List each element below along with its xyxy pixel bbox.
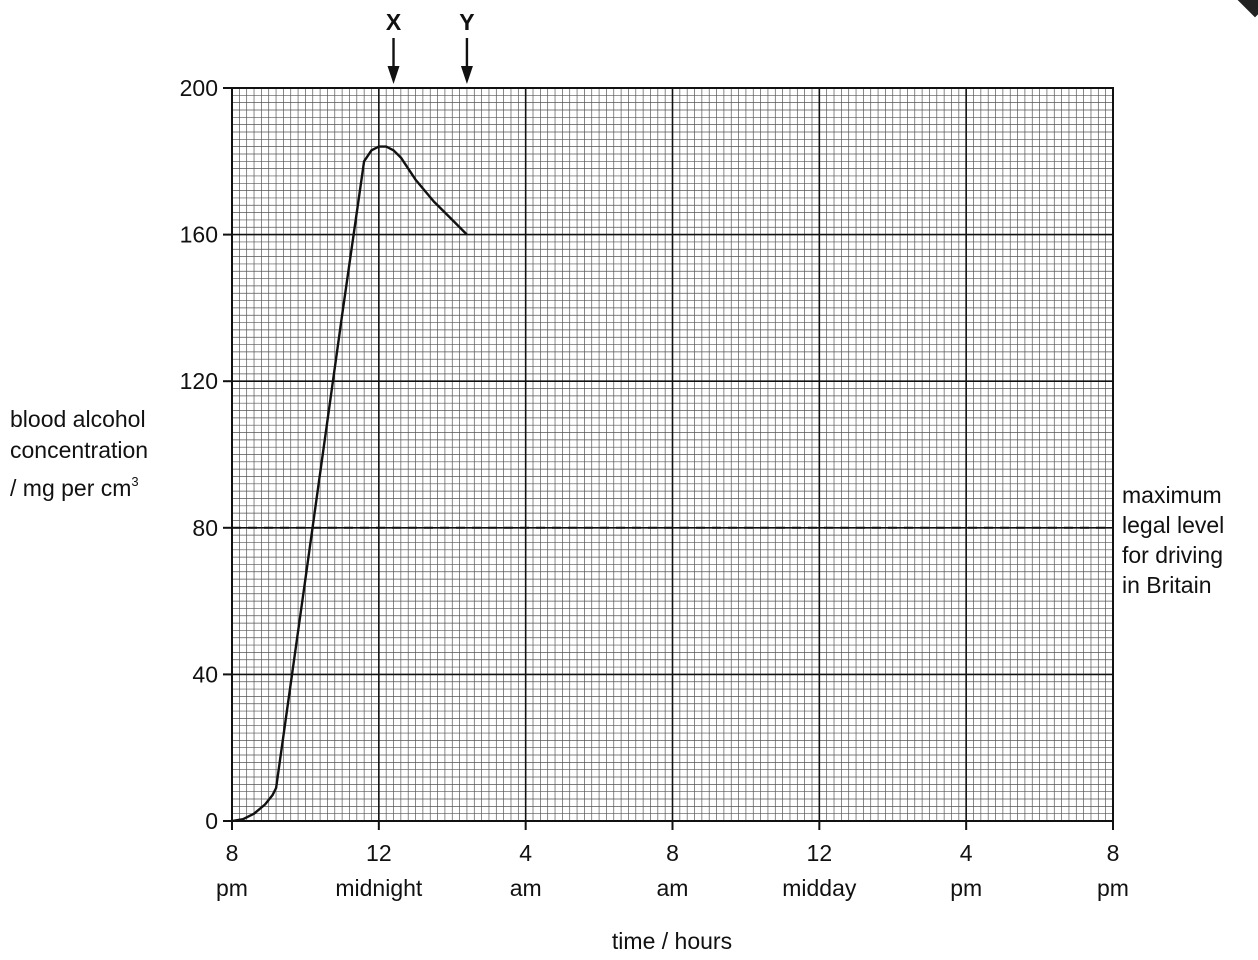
x-tick-sublabel: am: [657, 875, 689, 901]
y-axis-label-line2: concentration: [10, 437, 149, 463]
legal-limit-note-line: for driving: [1122, 542, 1223, 568]
legal-limit-note-line: maximum: [1122, 482, 1222, 508]
x-tick-sublabel: midday: [782, 875, 857, 901]
legal-limit-note: maximum legal level for driving in Brita…: [1122, 480, 1224, 600]
marker-arrow-head: [387, 66, 400, 84]
x-tick-label: 8: [666, 840, 679, 866]
marker-arrow-head: [460, 66, 473, 84]
x-tick-label: 8: [1107, 840, 1120, 866]
x-tick-label: 4: [960, 840, 973, 866]
x-tick-sublabel: midnight: [335, 875, 423, 901]
marker-label: Y: [459, 9, 474, 35]
x-tick-sublabel: pm: [950, 875, 982, 901]
y-tick-label: 80: [192, 515, 218, 541]
y-tick-label: 200: [180, 75, 218, 101]
y-tick-label: 120: [180, 368, 218, 394]
x-tick-label: 8: [226, 840, 239, 866]
y-axis-label-line3: / mg per cm3: [10, 474, 139, 501]
x-tick-label: 12: [366, 840, 392, 866]
legal-limit-note-line: legal level: [1122, 512, 1225, 538]
y-axis-label: blood alcohol concentration / mg per cm3: [10, 404, 148, 504]
blood-alcohol-curve: [231, 145, 468, 823]
x-axis-label: time / hours: [611, 928, 733, 954]
x-tick-label: 4: [519, 840, 532, 866]
legal-limit-note-line: in Britain: [1122, 572, 1212, 598]
x-tick-sublabel: pm: [1097, 875, 1129, 901]
x-axis-ticks: 8 pm 12 midnight 4 am 8 am 12 midday 4 pm 8 pm: [216, 821, 1129, 901]
y-tick-label: 0: [205, 808, 218, 834]
y-axis-ticks: 0 40 80 120 160 200: [180, 75, 232, 834]
marker-label: X: [386, 9, 402, 35]
y-axis-label-line1: blood alcohol: [10, 406, 146, 432]
y-tick-label: 160: [180, 222, 218, 248]
x-tick-sublabel: am: [510, 875, 542, 901]
x-tick-label: 12: [807, 840, 833, 866]
x-tick-sublabel: pm: [216, 875, 248, 901]
y-tick-label: 40: [192, 661, 218, 687]
